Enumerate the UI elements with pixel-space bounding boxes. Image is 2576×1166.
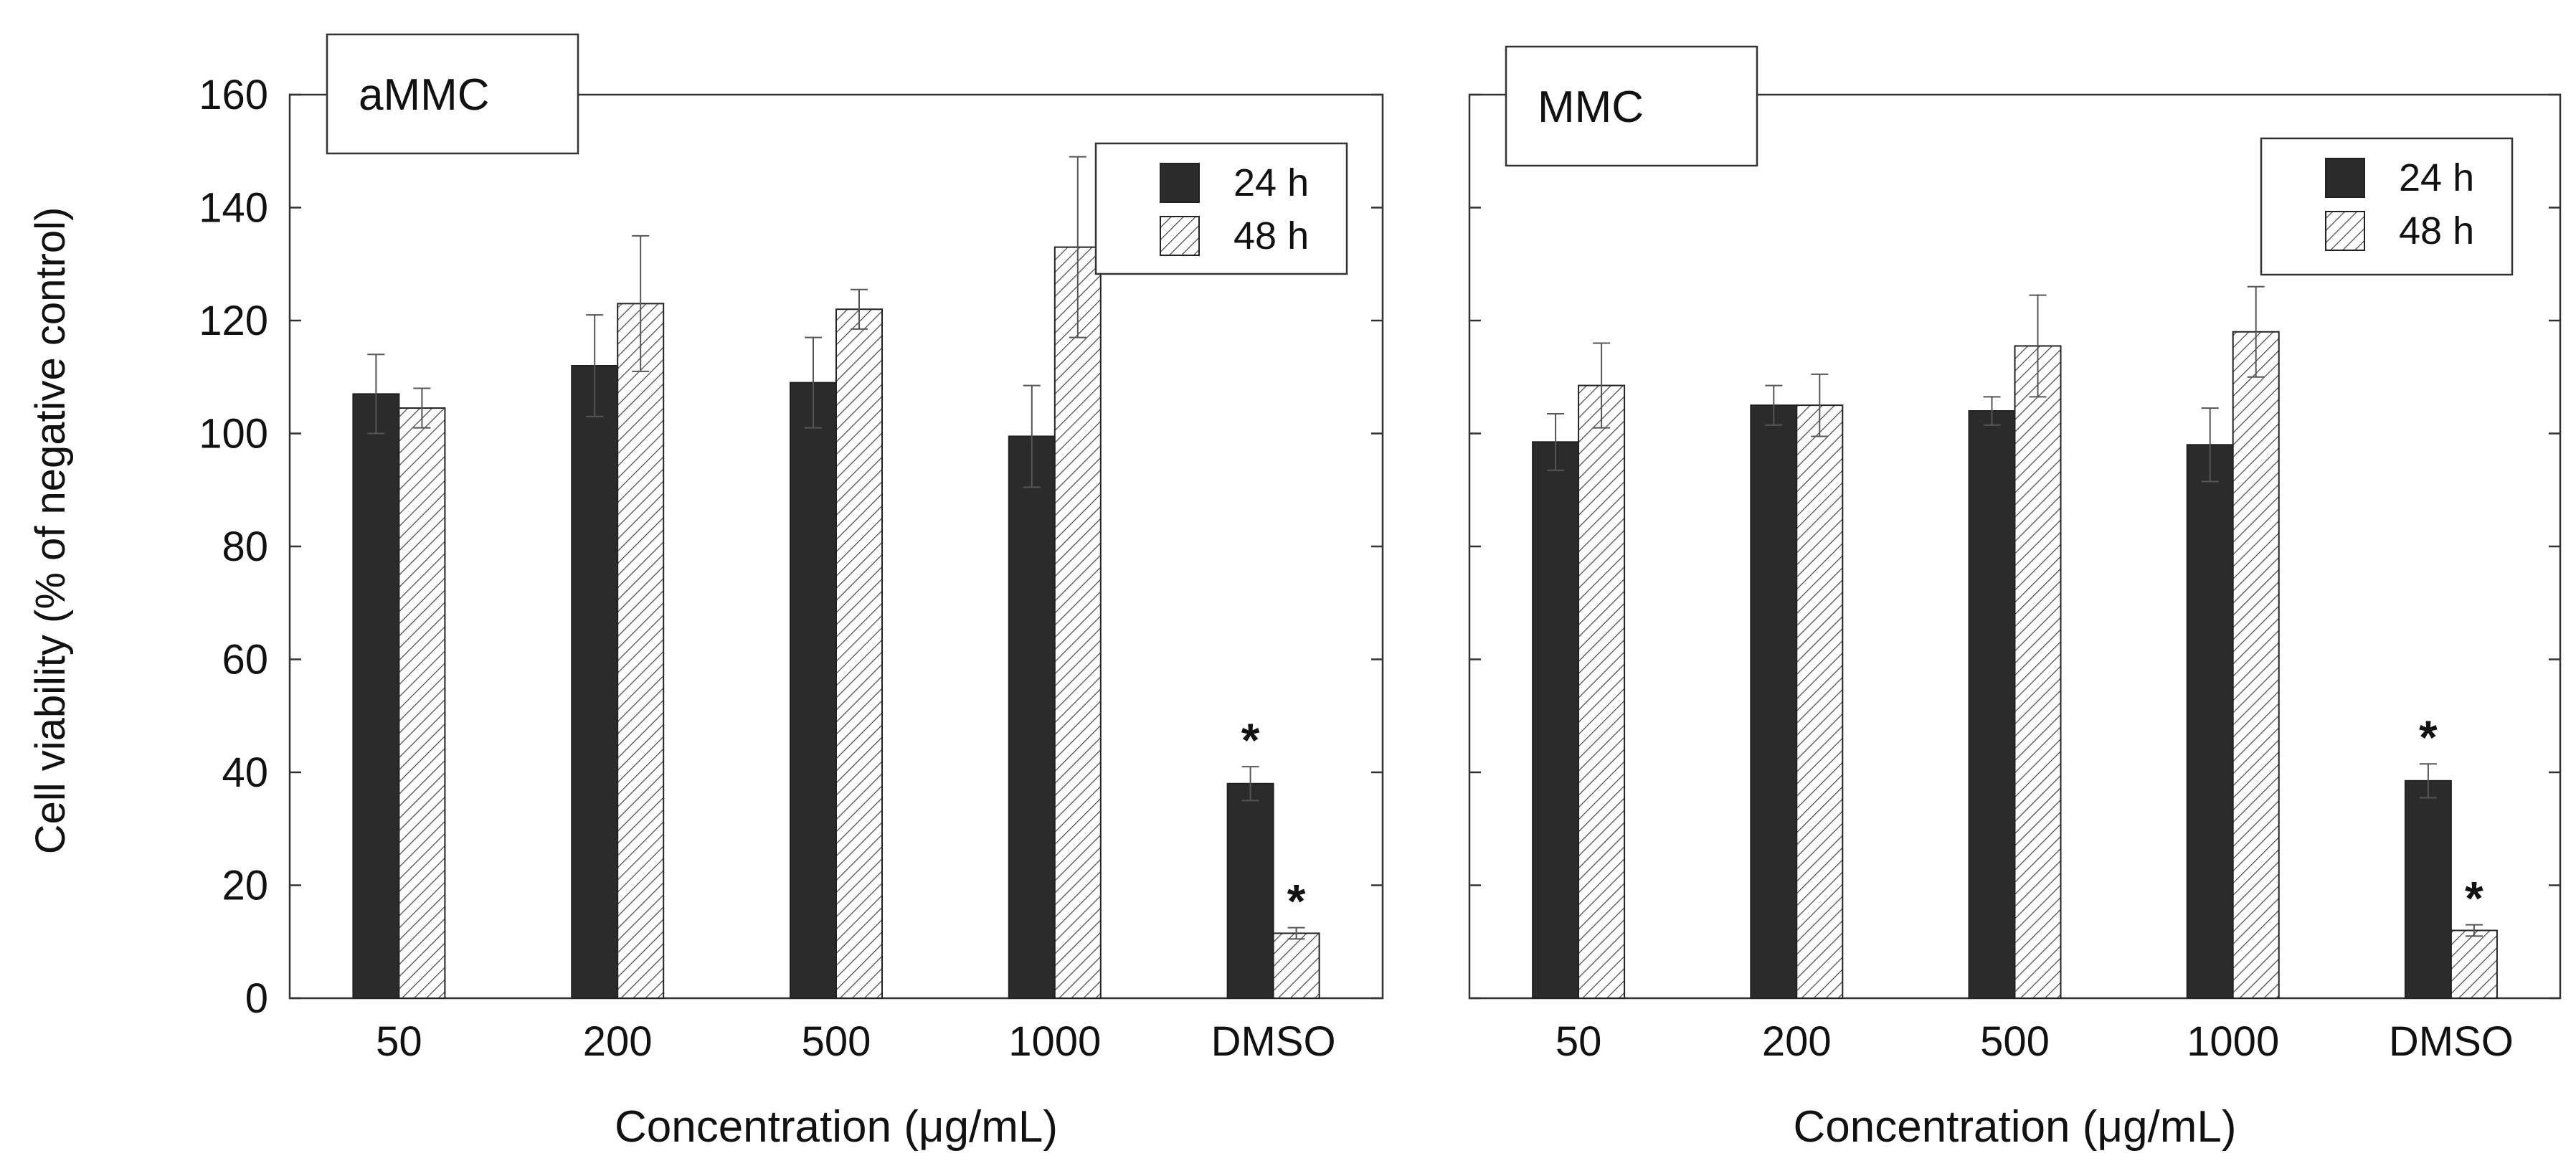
legend	[1094, 142, 1348, 275]
legend-swatch-48h	[2325, 211, 2365, 251]
legend-label: 48 h	[1233, 214, 1309, 257]
panel-mmc: 50 200 500 1000 DMSO * * MMC 24 h 48 h Concentrati…	[1468, 45, 2562, 1152]
bar-24h-DMSO	[1226, 782, 1274, 999]
y-tick-label: 20	[222, 863, 268, 909]
legend-label: 24 h	[1233, 161, 1309, 204]
y-tick-label: 120	[199, 298, 268, 344]
y-tick-label: 160	[199, 72, 268, 118]
bar-24h-50	[1532, 441, 1580, 999]
x-tick-label: 200	[1762, 1018, 1832, 1065]
legend	[2260, 137, 2514, 276]
bar-48h-200	[617, 303, 665, 999]
bar-24h-50	[352, 393, 400, 999]
x-tick-label: 50	[1555, 1018, 1602, 1065]
y-tick-label: 0	[245, 975, 268, 1022]
bar-48h-50	[1578, 384, 1626, 999]
bar-48h-1000	[1053, 246, 1102, 999]
bar-48h-500	[2014, 345, 2062, 999]
x-tick-label: 50	[376, 1018, 422, 1065]
y-tick-label: 100	[199, 411, 268, 458]
x-tick-label: 1000	[2187, 1018, 2279, 1065]
x-tick-label: DMSO	[2389, 1018, 2514, 1065]
panel-ammc: 0 20 40 60 80 100 120 140 160 50 200 500 1000 DMSO * * a…	[199, 33, 1384, 1152]
bar-48h-50	[398, 407, 446, 999]
legend-swatch-24h	[2325, 158, 2365, 198]
significance-marker: *	[1287, 875, 1306, 928]
bar-24h-200	[571, 365, 619, 999]
significance-marker: *	[1241, 714, 1260, 767]
panel-title-box	[326, 33, 579, 155]
y-tick-label: 60	[222, 637, 268, 683]
legend-label: 24 h	[2399, 156, 2474, 199]
legend-swatch-24h	[1160, 163, 1200, 203]
legend-label: 48 h	[2399, 209, 2474, 252]
significance-marker: *	[2419, 711, 2438, 764]
panel-title-box	[1505, 45, 1758, 167]
x-tick-label: 200	[583, 1018, 653, 1065]
significance-marker: *	[2465, 872, 2483, 925]
bar-24h-500	[790, 381, 837, 999]
bar-24h-500	[1968, 410, 2016, 999]
x-tick-label: 1000	[1008, 1018, 1101, 1065]
bar-48h-1000	[2232, 331, 2280, 999]
bar-48h-DMSO	[2450, 929, 2498, 999]
bar-24h-1000	[2186, 444, 2234, 999]
x-tick-label: DMSO	[1211, 1018, 1336, 1065]
bar-24h-1000	[1008, 435, 1056, 999]
bar-48h-500	[835, 308, 883, 999]
y-tick-label: 140	[199, 185, 268, 232]
bar-48h-200	[1796, 404, 1844, 999]
panel-title: aMMC	[359, 70, 490, 120]
y-tick-label: 40	[222, 749, 268, 796]
x-tick-label: 500	[802, 1018, 871, 1065]
legend-swatch-48h	[1160, 216, 1200, 256]
bar-24h-200	[1750, 404, 1798, 999]
y-axis-label: Cell viability (% of negative control)	[27, 207, 74, 855]
y-tick-label: 80	[222, 523, 268, 570]
x-axis-label: Concentration (μg/mL)	[615, 1102, 1058, 1152]
bar-48h-DMSO	[1272, 932, 1320, 999]
x-axis-label: Concentration (μg/mL)	[1793, 1102, 2236, 1152]
panel-title: MMC	[1538, 82, 1644, 132]
bar-24h-DMSO	[2404, 779, 2452, 999]
x-tick-label: 500	[1980, 1018, 2050, 1065]
